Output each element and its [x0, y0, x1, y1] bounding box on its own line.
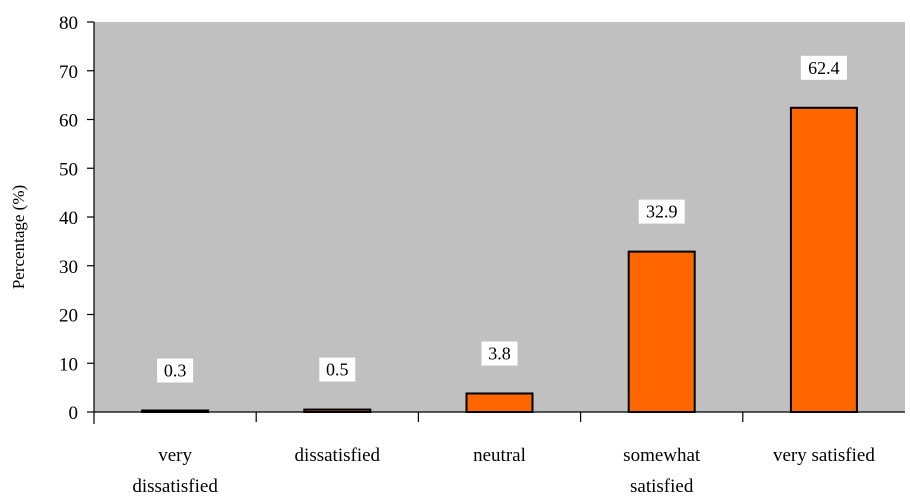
bar-2	[465, 392, 534, 414]
y-tick-label-6: 60	[59, 111, 78, 132]
x-tick-label-2-0: neutral	[473, 445, 526, 466]
data-label-0: 0.3	[164, 361, 187, 381]
x-tick-label-3-1: satisfied	[630, 476, 694, 497]
bar-3	[627, 250, 696, 413]
data-label-box-2	[481, 341, 518, 366]
y-axis-label: Percentage (%)	[9, 185, 28, 289]
x-tick-label-4-0: very satisfied	[773, 445, 875, 466]
y-tick-label-1: 10	[59, 354, 78, 375]
y-tick-label-7: 70	[59, 62, 78, 83]
x-tick-label-0-1: dissatisfied	[132, 476, 218, 497]
data-label-box-3	[638, 199, 685, 224]
data-label-1: 0.5	[326, 360, 349, 380]
bar-4	[789, 106, 858, 414]
x-tick-label-0-0: very	[158, 445, 192, 466]
data-label-2: 3.8	[488, 343, 511, 363]
x-tick-label-3-0: somewhat	[623, 445, 701, 466]
x-tick-labels: very dissatisfied dissatisfied neutral somew…	[132, 445, 875, 497]
data-label-box-4	[800, 55, 847, 80]
y-tick-label-8: 80	[59, 13, 78, 34]
x-tick-label-1-0: dissatisfied	[295, 445, 381, 466]
y-tick-labels: 0 10 20 30 40 50 60 70 80	[59, 13, 78, 424]
y-tick-label-0: 0	[69, 403, 79, 424]
data-label-box-1	[319, 357, 356, 382]
axes	[87, 21, 905, 424]
data-label-4: 62.4	[808, 58, 840, 78]
y-tick-label-2: 20	[59, 306, 78, 327]
y-tick-label-4: 40	[59, 208, 78, 229]
y-tick-label-5: 50	[59, 159, 78, 180]
data-label-box-0	[157, 358, 194, 383]
data-labels: 0.3 0.5 3.8 32.9 62.4	[157, 55, 847, 383]
data-label-3: 32.9	[646, 202, 678, 222]
y-tick-label-3: 30	[59, 257, 78, 278]
bars	[141, 106, 858, 414]
